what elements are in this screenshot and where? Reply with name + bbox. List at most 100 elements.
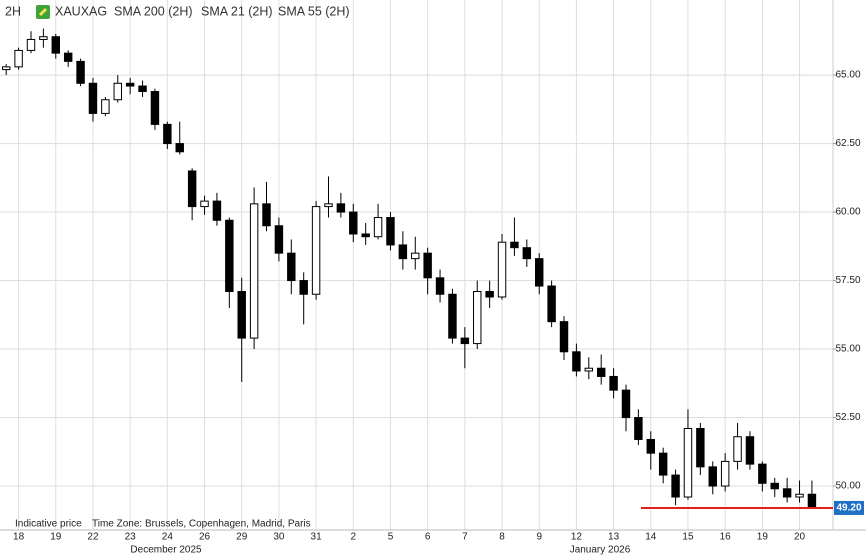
x-tick-label: 19 (757, 532, 769, 543)
x-tick-label: 8 (499, 532, 505, 543)
symbol: XAUXAG (55, 4, 107, 18)
x-tick-label: 20 (794, 532, 806, 543)
candle-body (200, 200, 209, 208)
candle-body (311, 206, 321, 295)
candle-body (683, 428, 693, 498)
month-label: January 2026 (570, 545, 631, 556)
candle-body (596, 367, 606, 377)
candle-body (460, 337, 470, 345)
price-tag-label: 49.20 (836, 503, 861, 514)
candle-body (522, 247, 532, 260)
x-tick-label: 30 (273, 532, 285, 543)
candle-body (473, 291, 482, 345)
y-tick-label: 65.00 (835, 70, 860, 81)
plot-area (0, 0, 833, 530)
candle-body (423, 252, 432, 279)
candle-body (287, 252, 296, 282)
x-tick-label: 24 (162, 532, 174, 543)
timezone: Time Zone: Brussels, Copenhagen, Madrid,… (92, 519, 311, 530)
candle-body (547, 285, 556, 323)
x-tick-label: 2 (351, 532, 357, 543)
y-tick-label: 62.50 (835, 138, 860, 149)
candle-body (510, 241, 519, 249)
x-tick-label: 13 (608, 532, 620, 543)
interval: 2H (5, 4, 21, 18)
x-tick-label: 26 (199, 532, 211, 543)
candle-body (733, 436, 742, 462)
candle-body (249, 203, 259, 339)
x-tick-label: 22 (87, 532, 99, 543)
candle-body (758, 463, 767, 484)
candle-body (1, 66, 11, 71)
candle-body (63, 52, 73, 62)
x-tick-label: 23 (125, 532, 137, 543)
candle-body (621, 389, 631, 419)
y-tick-label: 57.50 (835, 275, 860, 286)
candle-body (448, 293, 457, 339)
x-tick-label: 5 (388, 532, 394, 543)
candle-body (51, 36, 60, 54)
candle-body (398, 244, 408, 260)
candle-body (262, 203, 271, 227)
candle-body (39, 36, 48, 40)
candle-body (14, 49, 23, 68)
candle-body (671, 474, 680, 498)
candle-body (150, 91, 160, 125)
candle-body (708, 466, 717, 487)
candle-body (435, 277, 445, 295)
candle-body (26, 38, 36, 51)
candle-body (609, 375, 618, 391)
x-tick-label: 15 (682, 532, 694, 543)
candle-body (535, 258, 544, 287)
month-label: December 2025 (130, 545, 202, 556)
indicator: SMA 200 (2H) (114, 4, 193, 18)
x-tick-label: 16 (720, 532, 732, 543)
candle-body (658, 452, 668, 476)
candle-body (125, 82, 135, 87)
candle-body (646, 438, 655, 454)
price-tag (834, 500, 864, 515)
y-tick-label: 60.00 (835, 207, 860, 218)
candle-body (113, 82, 122, 101)
candle-body (101, 99, 110, 114)
candle-body (634, 417, 643, 440)
candle-body (497, 241, 507, 298)
candle-body (175, 143, 184, 153)
candle-body (745, 436, 755, 465)
candle-body (770, 482, 779, 490)
candle-body (138, 85, 147, 93)
x-tick-label: 29 (236, 532, 248, 543)
candle-body (807, 493, 817, 509)
y-tick-label: 50.00 (835, 481, 860, 492)
candle-body (88, 82, 98, 114)
symbol-icon-glyph (38, 7, 48, 17)
candle-body (411, 252, 420, 260)
candle-body (163, 123, 172, 145)
candle-body (782, 488, 792, 498)
candle-body (386, 217, 395, 246)
candle-body (696, 428, 705, 468)
x-tick-label: 7 (462, 532, 468, 543)
candle-body (212, 200, 222, 221)
candle-body (336, 203, 346, 213)
candle-body (584, 367, 594, 372)
candle-body (76, 60, 85, 84)
candle-body (299, 280, 308, 295)
y-tick-label: 52.50 (835, 412, 860, 423)
candle-body (349, 211, 358, 235)
candle-body (373, 217, 383, 238)
candle-body (720, 460, 730, 487)
x-tick-label: 6 (425, 532, 431, 543)
indicator: SMA 55 (2H) (278, 4, 350, 18)
x-tick-label: 9 (536, 532, 542, 543)
candle-body (485, 291, 494, 298)
x-tick-label: 14 (645, 532, 657, 543)
candle-body (225, 219, 234, 293)
candle-body (559, 321, 569, 353)
candle-body (187, 170, 197, 208)
candle-body (237, 291, 246, 339)
footer-note: Indicative price (15, 519, 82, 530)
x-tick-label: 19 (50, 532, 62, 543)
candle-body (572, 351, 581, 372)
